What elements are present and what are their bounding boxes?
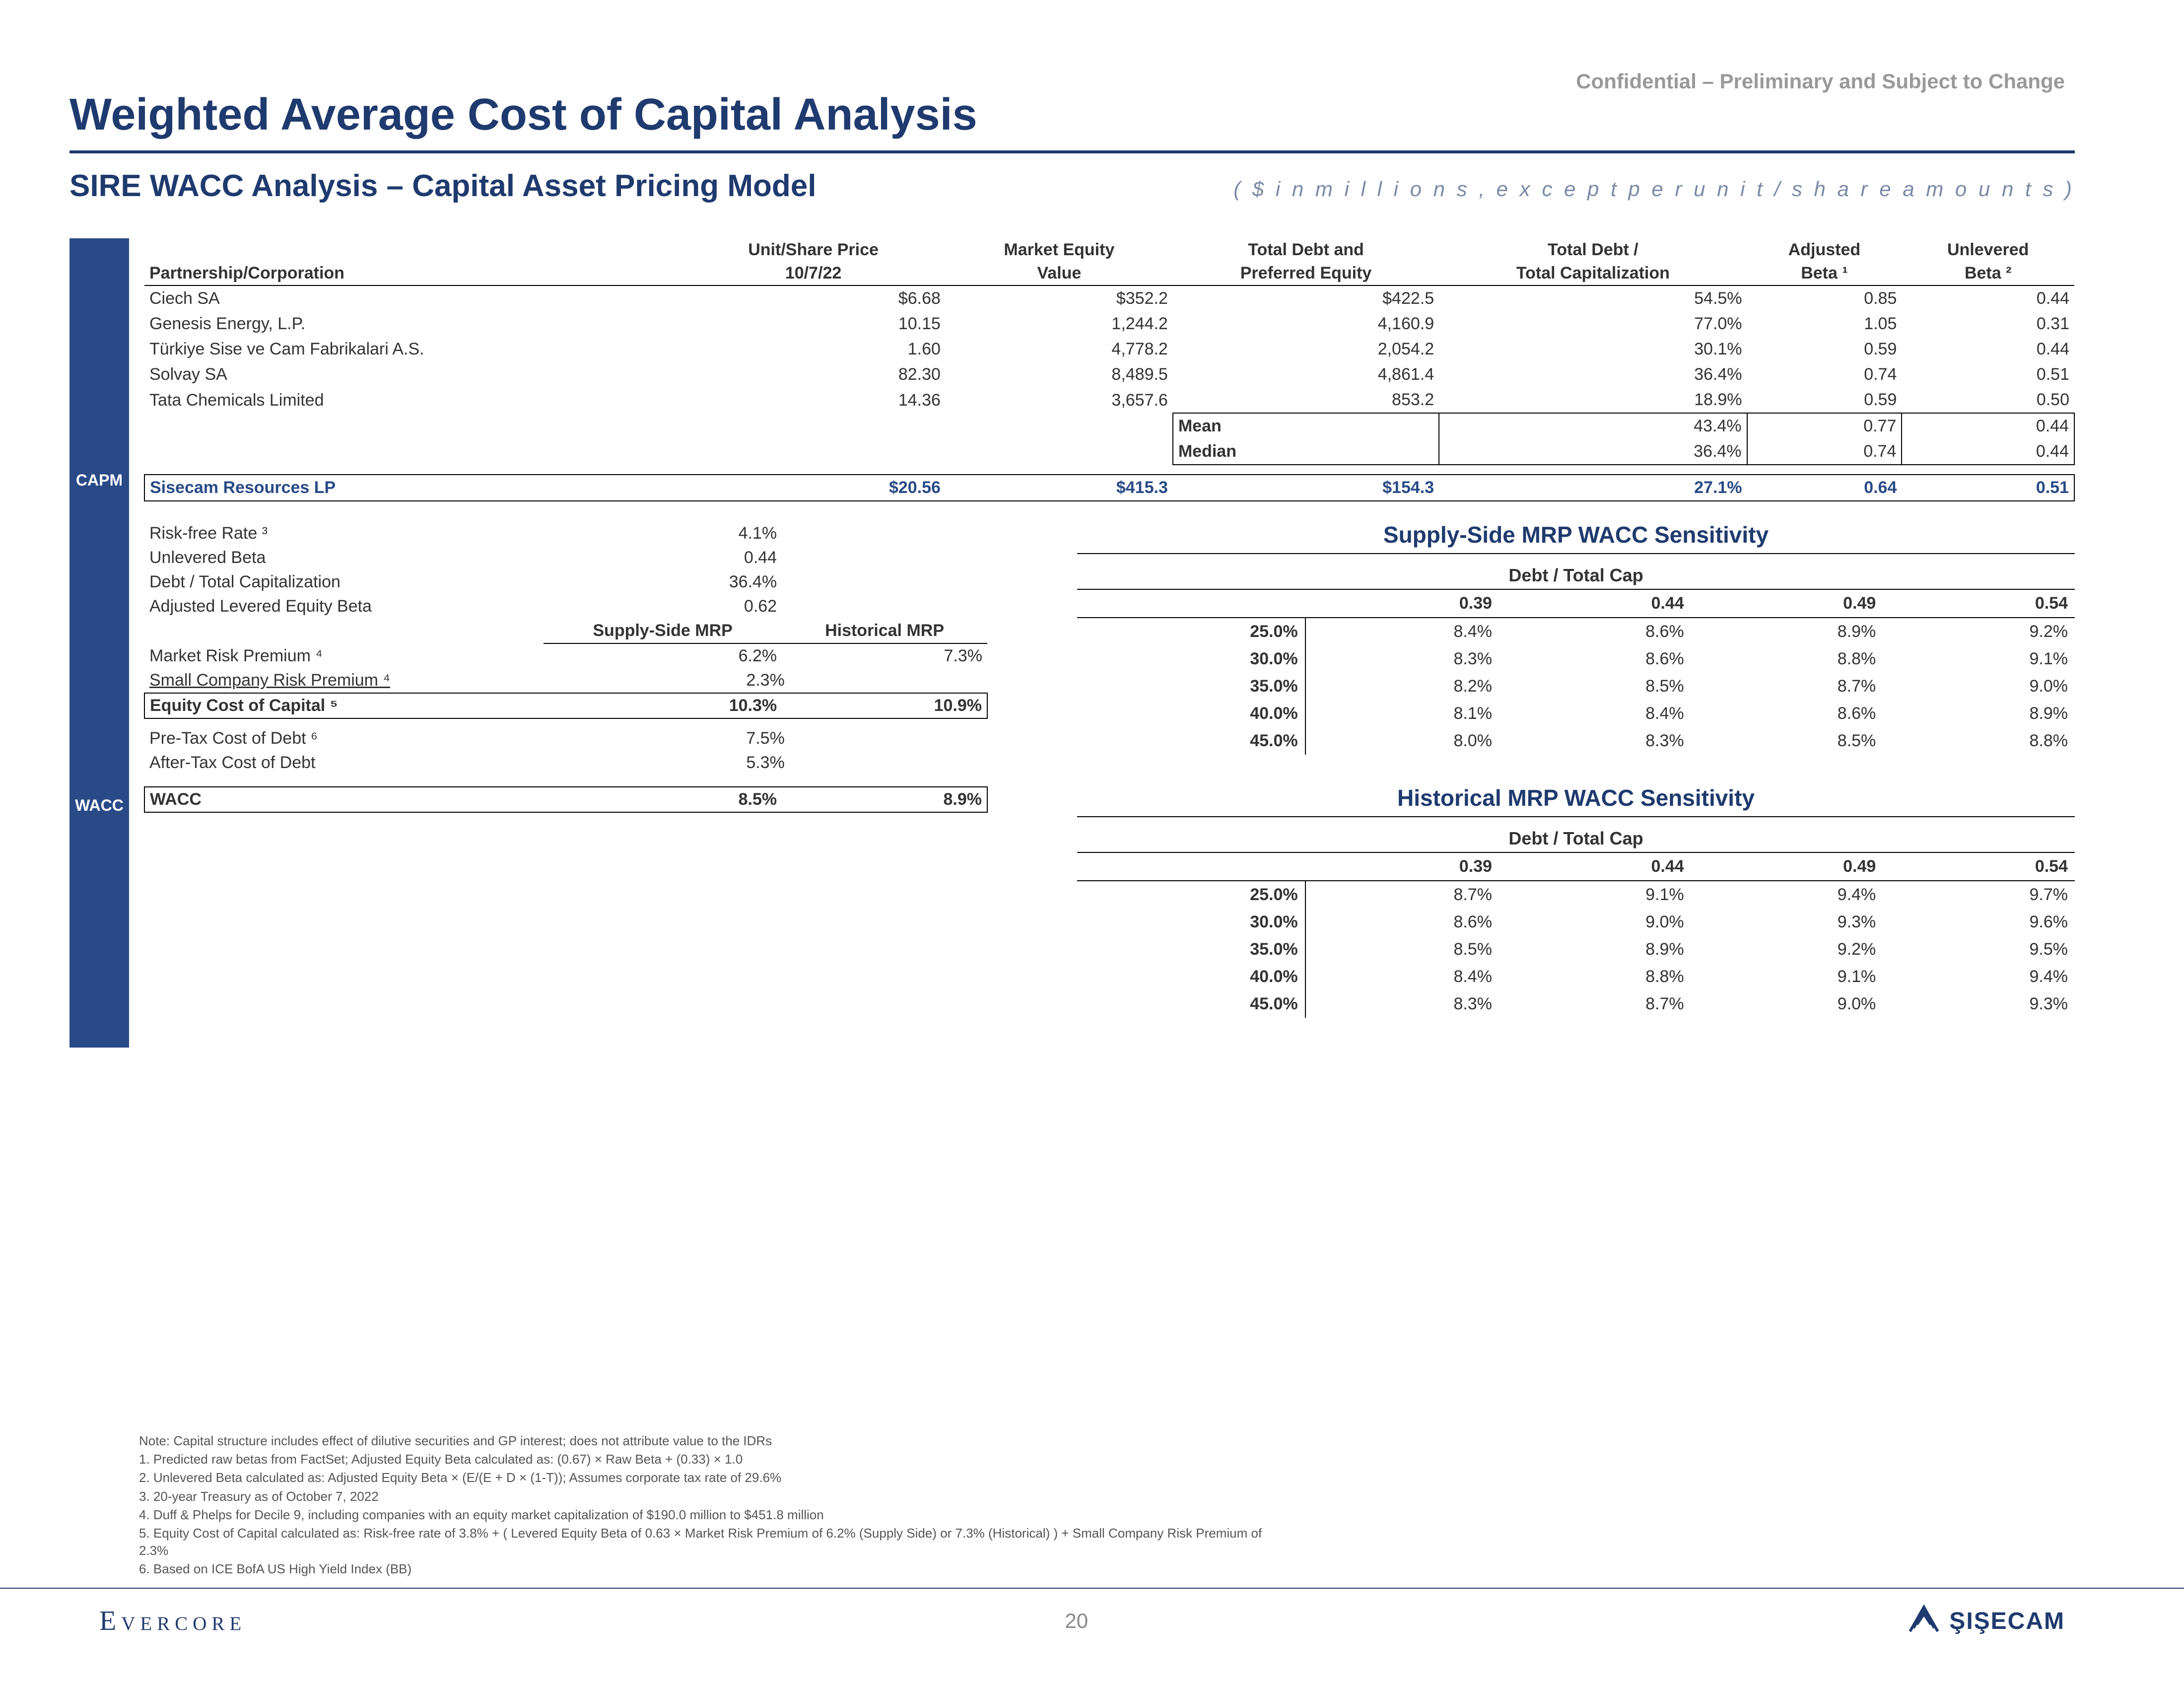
sidebar-label-wacc: WACC [75,796,124,815]
sisecam-icon [1907,1604,1941,1638]
historical-sensitivity: Historical MRP WACC Sensitivity Debt / T… [1077,784,2075,1018]
page-number: 20 [1065,1609,1088,1633]
section-sidebar: CAPM WACC [69,238,129,1048]
page-title: Weighted Average Cost of Capital Analysi… [69,89,2075,141]
sidebar-label-capm: CAPM [76,471,123,490]
confidential-label: Confidential – Preliminary and Subject t… [1576,70,2065,93]
table-row: Solvay SA82.308,489.54,861.436.4%0.740.5… [144,362,2074,387]
title-rule [69,150,2075,153]
evercore-logo: Evercore [99,1605,246,1637]
footnotes: Note: Capital structure includes effect … [139,1432,1281,1579]
wacc-inputs: Risk-free Rate ³4.1% Unlevered Beta0.44 … [144,521,988,1048]
table-row: Tata Chemicals Limited14.363,657.6853.21… [144,387,2074,413]
sisecam-logo: ŞIŞECAM [1907,1604,2065,1638]
supply-sensitivity: Supply-Side MRP WACC Sensitivity Debt / … [1077,521,2075,755]
table-row: Genesis Energy, L.P.10.151,244.24,160.97… [144,311,2074,337]
table-row: Türkiye Sise ve Cam Fabrikalari A.S.1.60… [144,337,2074,362]
subtitle: SIRE WACC Analysis – Capital Asset Prici… [69,168,816,204]
units-note: ( $ i n m i l l i o n s , e x c e p t p … [1233,177,2075,201]
table-row: Ciech SA$6.68$352.2$422.554.5%0.850.44 [144,285,2074,311]
sisecam-row: Sisecam Resources LP $20.56 $415.3 $154.… [144,475,2074,501]
footer: Evercore 20 ŞIŞECAM [0,1588,2184,1638]
capm-table: Unit/Share Price Market Equity Total Deb… [144,238,2075,501]
